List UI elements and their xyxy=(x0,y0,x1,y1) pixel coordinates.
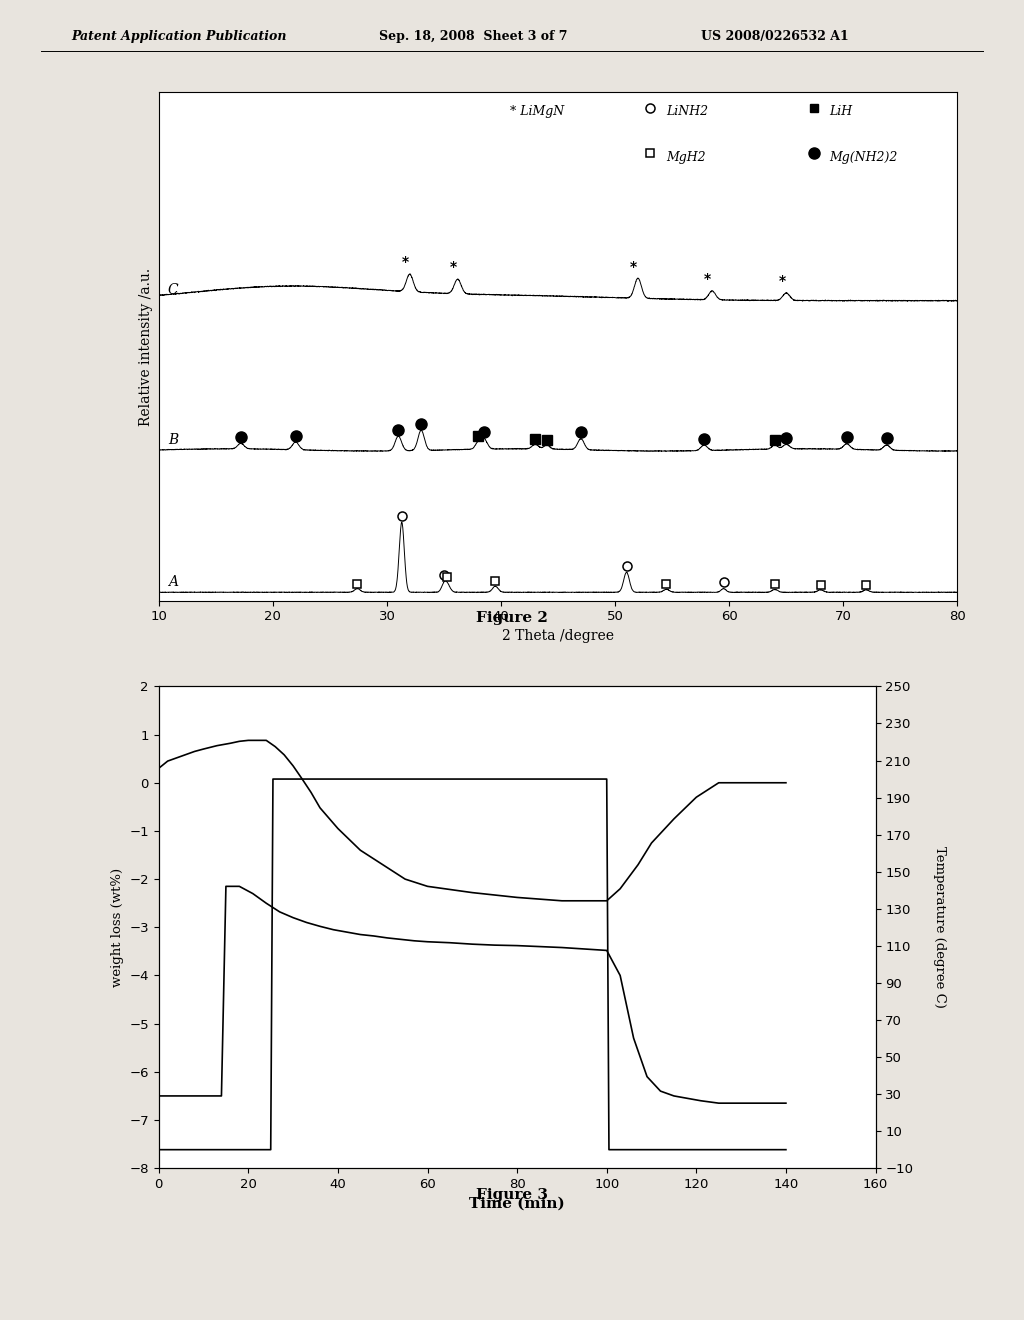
Text: US 2008/0226532 A1: US 2008/0226532 A1 xyxy=(701,30,849,44)
Text: Mg(NH2)2: Mg(NH2)2 xyxy=(829,150,898,164)
Text: Sep. 18, 2008  Sheet 3 of 7: Sep. 18, 2008 Sheet 3 of 7 xyxy=(379,30,567,44)
Text: *: * xyxy=(401,256,409,269)
Text: A: A xyxy=(168,574,178,589)
X-axis label: 2 Theta /degree: 2 Theta /degree xyxy=(502,628,614,643)
Y-axis label: Temperature (degree C): Temperature (degree C) xyxy=(933,846,946,1008)
Text: Figure 3: Figure 3 xyxy=(476,1188,548,1201)
Text: B: B xyxy=(168,433,178,447)
X-axis label: Time (min): Time (min) xyxy=(469,1196,565,1210)
Text: MgH2: MgH2 xyxy=(666,150,706,164)
Text: *: * xyxy=(630,260,637,273)
Text: Figure 2: Figure 2 xyxy=(476,611,548,624)
Text: *: * xyxy=(450,260,457,275)
Text: * LiMgN: * LiMgN xyxy=(510,106,564,117)
Text: C: C xyxy=(168,282,178,297)
Y-axis label: Relative intensity /a.u.: Relative intensity /a.u. xyxy=(139,268,154,425)
Y-axis label: weight loss (wt%): weight loss (wt%) xyxy=(111,867,124,987)
Text: LiH: LiH xyxy=(829,106,853,117)
Text: *: * xyxy=(778,275,785,288)
Text: *: * xyxy=(705,272,712,285)
Text: Patent Application Publication: Patent Application Publication xyxy=(72,30,287,44)
Text: LiNH2: LiNH2 xyxy=(666,106,708,117)
